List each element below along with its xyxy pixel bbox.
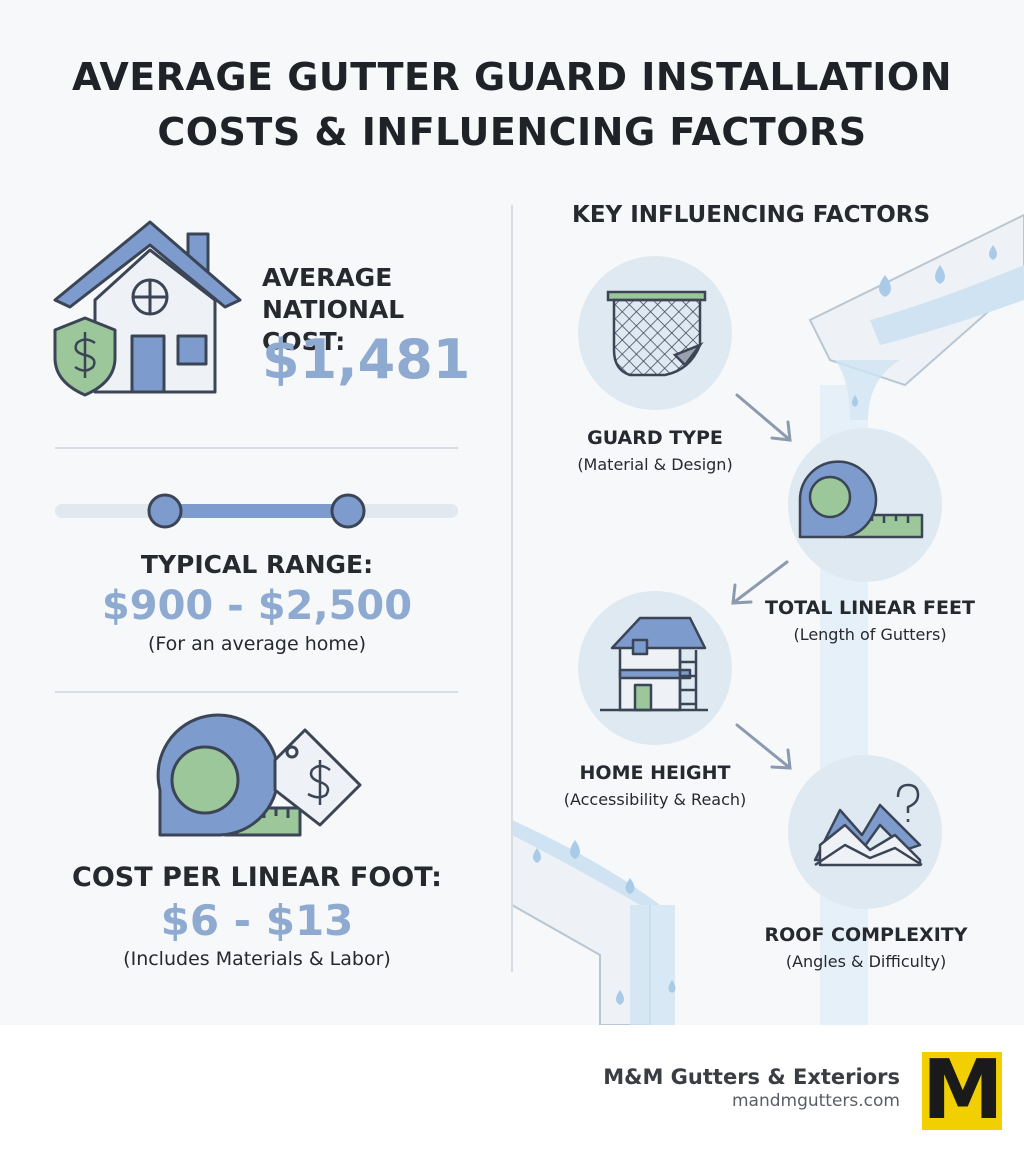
- footer: M&M Gutters & Exteriors mandmgutters.com…: [0, 1025, 1024, 1154]
- tape-tag-icon-part: [307, 760, 331, 805]
- tape-icon-part: [808, 475, 852, 519]
- arrows: [731, 393, 792, 770]
- range-label: TYPICAL RANGE:: [140, 550, 374, 579]
- factor-note: (Angles & Difficulty): [785, 952, 947, 971]
- gutter-bottom-part: [630, 905, 675, 1025]
- range-slider-part: [165, 504, 348, 518]
- title-line: COSTS & INFLUENCING FACTORS: [157, 110, 867, 154]
- gutter-top-part: [870, 265, 1024, 345]
- factor-label: ROOF COMPLEXITY: [764, 924, 968, 946]
- home-height-icon: [600, 616, 708, 712]
- gutter-bottom-part: [512, 820, 660, 905]
- roof-icon: [813, 783, 923, 867]
- tape-tag-icon-part: [285, 745, 299, 759]
- company-url: mandmgutters.com: [731, 1091, 900, 1111]
- factors-heading: KEY INFLUENCING FACTORS: [572, 202, 931, 228]
- title-line: AVERAGE GUTTER GUARD INSTALLATION: [71, 55, 953, 99]
- arrows-part: [735, 393, 792, 442]
- house-icon: [53, 220, 242, 397]
- factor-label: HOME HEIGHT: [579, 762, 731, 784]
- guard-icon-part: [672, 342, 704, 367]
- company-name: M&M Gutters & Exteriors: [603, 1065, 900, 1089]
- factor-label: TOTAL LINEAR FEET: [765, 597, 975, 619]
- average-label: AVERAGE NATIONAL COST:: [262, 263, 405, 356]
- home-height-icon-part: [633, 683, 653, 712]
- gutter-bottom: [511, 820, 676, 1026]
- home-height-icon-part: [678, 650, 698, 710]
- per-foot-label: COST PER LINEAR FOOT:: [72, 862, 442, 893]
- range-slider-part: [147, 493, 183, 529]
- gutter-top-part: [808, 213, 1024, 387]
- range-slider: [55, 493, 458, 529]
- house-icon-part: [176, 334, 208, 366]
- roof-icon-part: [814, 843, 923, 867]
- arrows-part: [735, 723, 792, 770]
- house-icon-part: [53, 220, 242, 309]
- range-note: (For an average home): [148, 633, 366, 655]
- range-slider-part: [330, 493, 366, 529]
- house-icon-part: [74, 332, 96, 378]
- tape-tag-icon-part: [170, 745, 240, 815]
- per-foot-value: $6 - $13: [160, 896, 354, 945]
- home-height-icon-part: [618, 668, 692, 680]
- tape-icon: [798, 460, 924, 539]
- factor-note: (Material & Design): [577, 455, 733, 474]
- gutter-top-part: [852, 245, 997, 407]
- arrows-part: [731, 560, 789, 605]
- factor-label: GUARD TYPE: [587, 427, 723, 449]
- house-icon-part: [130, 334, 166, 394]
- guard-icon: [606, 290, 707, 377]
- home-height-icon-part: [631, 638, 649, 656]
- logo: M: [922, 1052, 1002, 1130]
- range-value: $900 - $2,500: [101, 583, 413, 629]
- per-foot-note: (Includes Materials & Labor): [123, 948, 391, 970]
- roof-icon-part: [896, 783, 920, 822]
- average-value: $1,481: [262, 328, 471, 391]
- tape-tag-icon: [156, 713, 362, 837]
- factor-note: (Accessibility & Reach): [563, 790, 747, 809]
- dividers: [55, 205, 513, 972]
- factor-note: (Length of Gutters): [793, 625, 947, 644]
